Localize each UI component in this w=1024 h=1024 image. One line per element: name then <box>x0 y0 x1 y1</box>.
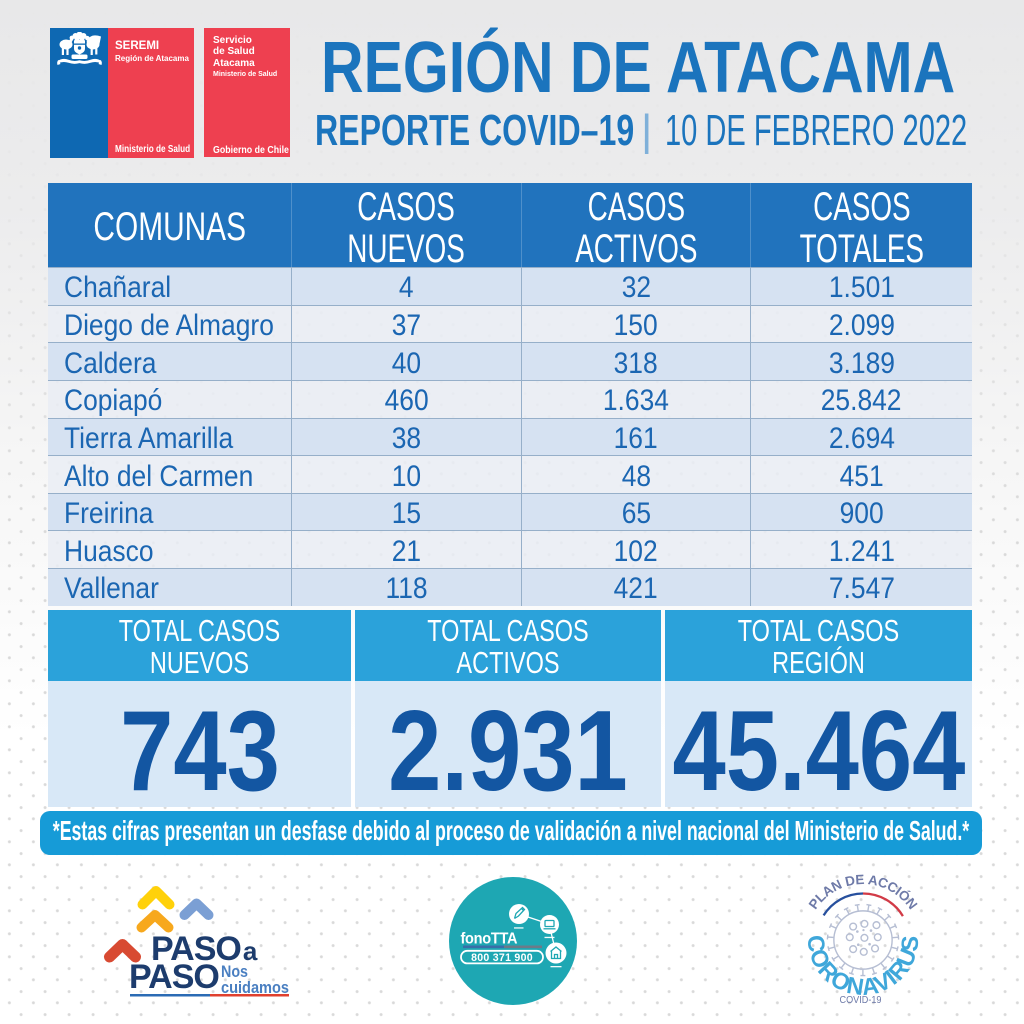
svg-text:Nos: Nos <box>221 962 248 981</box>
svg-text:PASO: PASO <box>129 958 219 996</box>
svg-text:PLAN DE ACCIÓN: PLAN DE ACCIÓN <box>806 872 920 912</box>
svg-text:cuidamos: cuidamos <box>221 978 289 997</box>
svg-text:fonoTTA: fonoTTA <box>461 930 518 948</box>
svg-text:800 371 900: 800 371 900 <box>471 952 533 964</box>
svg-text:CORONAVIRUS: CORONAVIRUS <box>802 934 923 1000</box>
svg-text:COVID-19: COVID-19 <box>840 995 882 1006</box>
